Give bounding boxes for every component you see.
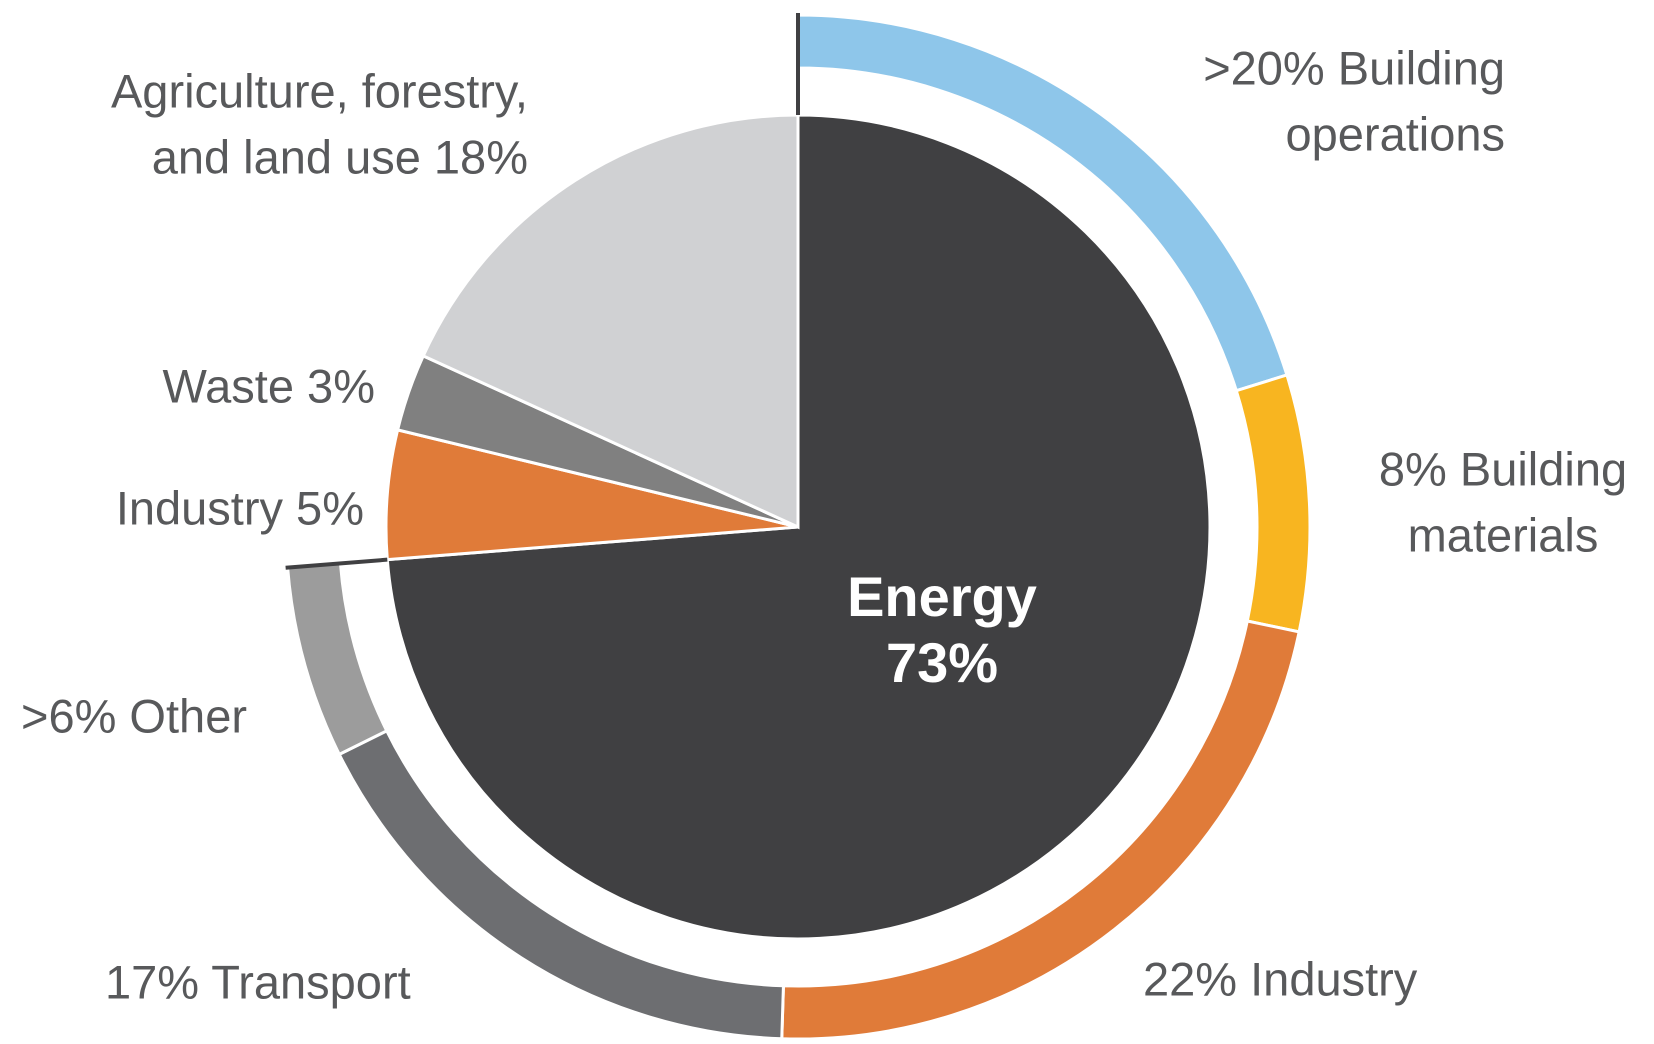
- data-label: Waste 3%: [163, 359, 375, 412]
- data-label: Industry 5%: [116, 481, 364, 534]
- data-label: >20% Building: [1203, 41, 1505, 94]
- data-label: 8% Building: [1379, 442, 1627, 495]
- data-label: 22% Industry: [1143, 952, 1418, 1005]
- data-label: Energy: [847, 565, 1037, 628]
- ring-segment: [285, 561, 389, 757]
- ring-segment: [1234, 373, 1312, 634]
- ring-bracket-line: [285, 557, 388, 570]
- pie-slice: [421, 113, 800, 530]
- data-label: materials: [1408, 508, 1599, 561]
- data-label: 73%: [886, 631, 998, 694]
- data-label: operations: [1286, 107, 1506, 160]
- data-label: Agriculture, forestry,: [111, 64, 528, 117]
- data-label: 17% Transport: [105, 955, 411, 1008]
- data-label: and land use 18%: [152, 130, 528, 183]
- data-label: >6% Other: [21, 689, 247, 742]
